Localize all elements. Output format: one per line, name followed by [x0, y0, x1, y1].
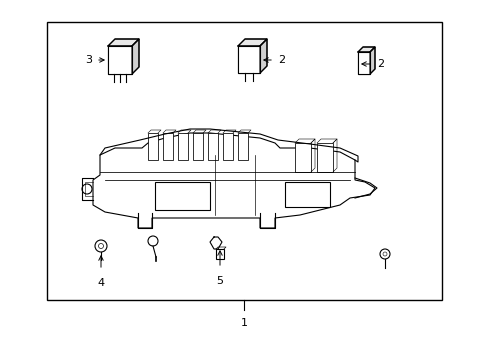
Polygon shape — [93, 133, 374, 228]
Bar — [223, 133, 232, 160]
Bar — [357, 52, 369, 74]
Bar — [216, 249, 224, 259]
Bar — [155, 182, 209, 210]
Polygon shape — [132, 39, 139, 74]
Bar — [207, 133, 218, 160]
Bar — [238, 46, 260, 73]
Bar — [238, 133, 247, 160]
Text: 2: 2 — [376, 59, 384, 69]
Bar — [163, 133, 173, 160]
Text: 4: 4 — [97, 278, 104, 288]
Bar — [108, 46, 132, 74]
Bar — [357, 52, 369, 74]
Bar — [193, 133, 203, 160]
Bar — [285, 182, 329, 207]
Bar — [108, 46, 132, 74]
Bar — [178, 133, 187, 160]
Bar — [294, 143, 310, 172]
Polygon shape — [357, 47, 374, 52]
Text: 1: 1 — [240, 318, 247, 328]
Bar — [47, 22, 441, 300]
Bar — [238, 46, 260, 73]
Text: 2: 2 — [278, 55, 285, 65]
Text: 3: 3 — [85, 55, 92, 65]
Text: 5: 5 — [216, 276, 223, 286]
Polygon shape — [238, 39, 266, 46]
Polygon shape — [260, 39, 266, 73]
Bar — [316, 143, 332, 172]
Polygon shape — [108, 39, 139, 46]
Bar — [148, 133, 158, 160]
Polygon shape — [369, 47, 374, 74]
